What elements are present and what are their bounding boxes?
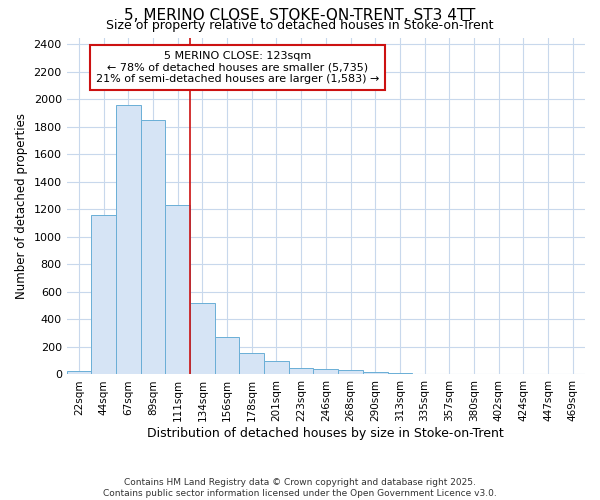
Text: 5, MERINO CLOSE, STOKE-ON-TRENT, ST3 4TT: 5, MERINO CLOSE, STOKE-ON-TRENT, ST3 4TT [124, 8, 476, 22]
Text: 5 MERINO CLOSE: 123sqm
← 78% of detached houses are smaller (5,735)
21% of semi-: 5 MERINO CLOSE: 123sqm ← 78% of detached… [96, 51, 379, 84]
Text: Contains HM Land Registry data © Crown copyright and database right 2025.
Contai: Contains HM Land Registry data © Crown c… [103, 478, 497, 498]
Text: Size of property relative to detached houses in Stoke-on-Trent: Size of property relative to detached ho… [106, 19, 494, 32]
Bar [289, 368, 313, 374]
Bar [67, 371, 91, 374]
X-axis label: Distribution of detached houses by size in Stoke-on-Trent: Distribution of detached houses by size … [148, 427, 504, 440]
Bar [91, 215, 116, 374]
Bar [264, 362, 289, 374]
Bar [116, 105, 141, 374]
Bar [141, 120, 166, 374]
Bar [363, 372, 388, 374]
Bar [166, 206, 190, 374]
Y-axis label: Number of detached properties: Number of detached properties [15, 113, 28, 299]
Bar [190, 303, 215, 374]
Bar [338, 370, 363, 374]
Bar [313, 368, 338, 374]
Bar [239, 353, 264, 374]
Bar [215, 336, 239, 374]
